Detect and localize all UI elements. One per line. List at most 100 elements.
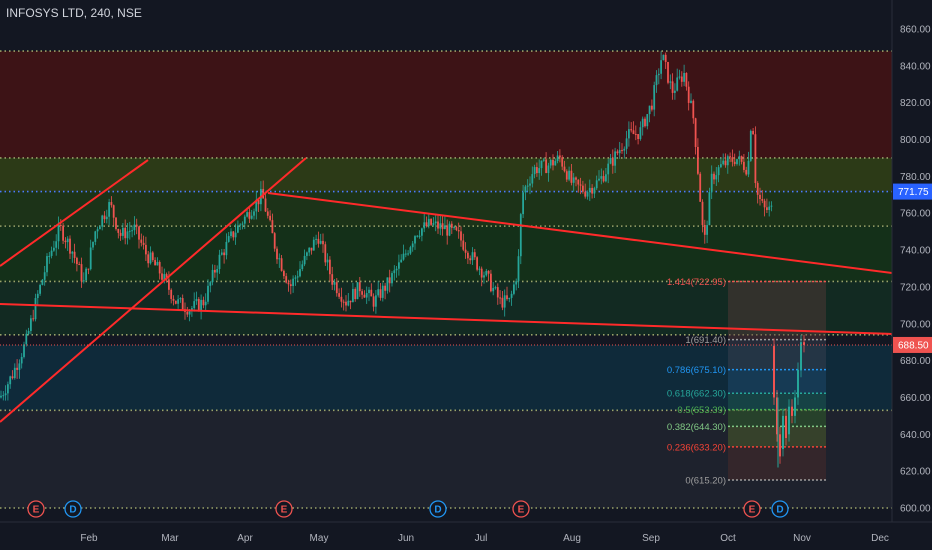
candle-body: [556, 155, 559, 162]
candle-body: [255, 199, 258, 212]
candle-body: [701, 201, 704, 225]
candle-body: [549, 159, 552, 166]
candle-body: [358, 282, 361, 292]
candle-body: [331, 274, 334, 285]
trendline-rising-main[interactable]: [0, 157, 307, 423]
candle-body: [7, 384, 9, 394]
fib-level-label: 0.786(675.10): [667, 365, 726, 376]
dividend-marker[interactable]: D: [64, 500, 82, 518]
candle-body: [402, 253, 405, 260]
price-axis[interactable]: 860.00 840.00 820.00 800.00 780.00 760.00 740.…: [891, 0, 932, 550]
candle-body: [575, 177, 577, 180]
candle-body: [641, 118, 644, 128]
trendlines: [0, 157, 893, 423]
candle-body: [683, 72, 685, 82]
candle-body: [149, 252, 152, 264]
candle-body: [582, 185, 584, 192]
candle-body: [59, 224, 62, 226]
candle-body: [570, 170, 573, 183]
candle-body: [694, 118, 697, 147]
candle-body: [600, 176, 603, 179]
candle-body: [697, 146, 699, 174]
candle-body: [365, 293, 368, 298]
candle-body: [487, 270, 490, 274]
candle-body: [729, 156, 731, 158]
candle-body: [303, 255, 306, 265]
candle-body: [614, 151, 616, 166]
candle-body: [462, 240, 465, 250]
time-axis[interactable]: Feb Mar Apr May Jun Jul Aug Sep Oct Nov Dec: [0, 521, 932, 550]
candle-body: [432, 223, 435, 225]
candle-body: [248, 212, 251, 219]
candle-body: [536, 167, 538, 174]
candle-body: [632, 130, 635, 135]
candle-body: [800, 342, 802, 370]
candle-body: [533, 167, 536, 175]
candle-body: [391, 273, 393, 284]
candle-body: [554, 161, 557, 166]
candle-body: [57, 224, 60, 242]
candle-body: [496, 287, 499, 298]
candle-body: [310, 247, 313, 251]
candle-body: [720, 164, 722, 168]
time-tick-label: Jul: [475, 533, 488, 544]
candle-body: [687, 86, 690, 103]
earnings-marker[interactable]: E: [275, 500, 293, 518]
earnings-marker[interactable]: E: [743, 500, 761, 518]
candle-body: [319, 240, 322, 244]
candle-body: [713, 173, 715, 180]
dividend-marker[interactable]: D: [429, 500, 447, 518]
candle-body: [379, 289, 382, 298]
candle-body: [181, 298, 184, 310]
candle-body: [733, 161, 736, 165]
candle-body: [370, 289, 373, 297]
candle-body: [135, 224, 138, 227]
candle-body: [678, 76, 681, 78]
candle-body: [179, 298, 182, 300]
candle-body: [87, 268, 90, 270]
svg-text:D: D: [776, 505, 783, 516]
candle-body: [23, 344, 25, 357]
price-tick-label: 720.00: [900, 282, 931, 293]
candle-body: [747, 160, 750, 175]
candle-body: [503, 295, 506, 308]
candle-body: [609, 157, 612, 164]
candle-body: [395, 268, 398, 271]
candle-body: [437, 221, 439, 229]
candle-body: [644, 118, 646, 127]
trendline-rising-left[interactable]: [0, 159, 149, 267]
candle-body: [598, 178, 600, 181]
earnings-marker[interactable]: E: [512, 500, 530, 518]
earnings-marker[interactable]: E: [27, 500, 45, 518]
candle-body: [241, 223, 244, 225]
candle-body: [692, 100, 695, 119]
candle-body: [770, 205, 773, 207]
candle-body: [400, 259, 403, 263]
dividend-marker[interactable]: D: [771, 500, 789, 518]
candle-body: [708, 192, 711, 226]
candle-body: [611, 157, 614, 166]
trendline-falling-support[interactable]: [0, 303, 893, 335]
candle-body: [69, 238, 71, 254]
candle-body: [223, 252, 225, 256]
time-tick-label: Apr: [237, 533, 253, 544]
candle-body: [30, 318, 32, 331]
candle-body: [480, 268, 483, 278]
candle-body: [439, 223, 442, 229]
candle-body: [138, 226, 140, 240]
candle-body: [377, 289, 380, 296]
candle-body: [752, 130, 754, 135]
trendline-falling-resistance[interactable]: [267, 192, 893, 274]
candle-body: [2, 395, 5, 397]
candle-body: [27, 330, 30, 334]
candle-body: [646, 114, 649, 127]
candle-body: [53, 247, 55, 251]
candle-body: [280, 258, 283, 271]
candle-body: [676, 77, 679, 91]
candle-body: [766, 207, 768, 211]
candle-body: [161, 273, 163, 280]
level-price-tag: 771.75: [893, 183, 932, 200]
candle-body: [710, 173, 713, 193]
candle-body: [706, 225, 708, 235]
